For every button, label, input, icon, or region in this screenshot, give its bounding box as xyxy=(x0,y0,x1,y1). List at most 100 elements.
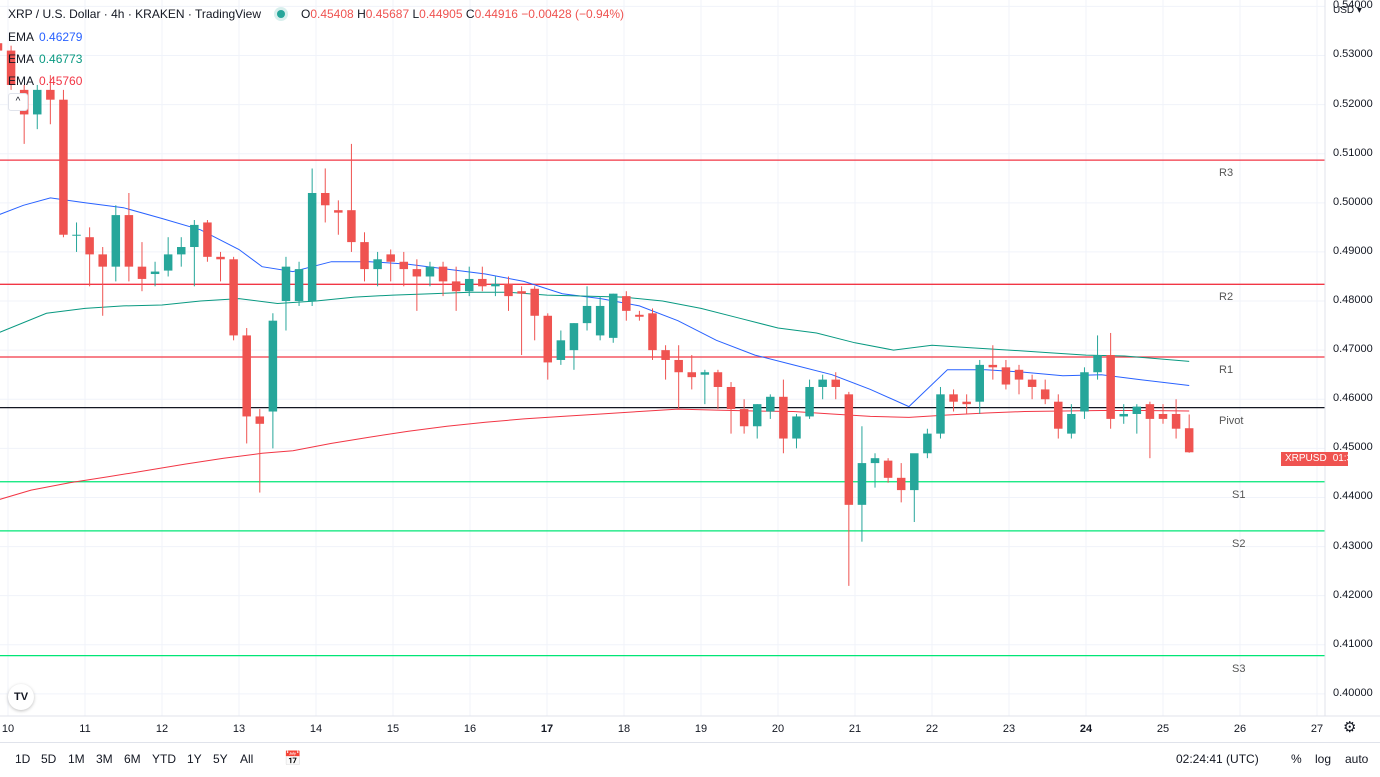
candle xyxy=(504,276,513,311)
date-tick-label: 16 xyxy=(463,723,477,735)
range-button-5y[interactable]: 5Y xyxy=(213,752,228,766)
tradingview-logo[interactable]: TV xyxy=(8,684,34,710)
candle xyxy=(478,266,487,292)
candle xyxy=(1040,379,1050,405)
ema-legend-2[interactable]: EMA 0.46773 xyxy=(8,52,83,66)
price-tick-label: 0.40000 xyxy=(1333,686,1373,699)
candle xyxy=(1080,367,1089,419)
range-button-1d[interactable]: 1D xyxy=(15,752,31,766)
utc-clock[interactable]: 02:24:41 (UTC) xyxy=(1176,752,1259,766)
date-tick-label: 21 xyxy=(848,723,862,735)
ema-legend-1[interactable]: EMA 0.46279 xyxy=(8,30,83,44)
candle xyxy=(818,374,827,400)
candle xyxy=(268,313,278,449)
candle xyxy=(163,237,173,277)
collapse-legend-button[interactable]: ^ xyxy=(8,93,28,111)
candle xyxy=(844,391,854,586)
candle xyxy=(949,389,958,412)
candle xyxy=(595,296,605,341)
price-tick-label: 0.50000 xyxy=(1333,195,1373,208)
candle xyxy=(203,220,212,262)
range-button-ytd[interactable]: YTD xyxy=(152,752,176,766)
candle xyxy=(792,413,801,449)
level-label-s3: S3 xyxy=(1232,662,1246,675)
candle xyxy=(857,426,867,542)
price-tick-label: 0.53000 xyxy=(1333,48,1373,61)
candle xyxy=(962,394,971,414)
candle xyxy=(6,45,16,90)
range-button-1m[interactable]: 1M xyxy=(68,752,85,766)
candle xyxy=(137,242,147,292)
candle xyxy=(72,222,81,252)
candle xyxy=(1184,414,1194,453)
range-button-all[interactable]: All xyxy=(240,752,254,766)
candle xyxy=(255,409,265,493)
gear-icon[interactable]: ⚙ xyxy=(1343,719,1357,736)
candle xyxy=(910,453,919,523)
candle xyxy=(831,372,840,400)
percent-toggle[interactable]: % xyxy=(1291,752,1302,766)
price-chart[interactable] xyxy=(0,0,1380,742)
date-tick-label: 24 xyxy=(1079,723,1093,735)
candle xyxy=(33,84,42,130)
candle xyxy=(1014,364,1024,395)
candle xyxy=(124,192,134,282)
ema-line-3 xyxy=(0,408,1190,500)
price-tick-label: 0.51000 xyxy=(1333,146,1373,159)
candle xyxy=(177,237,186,267)
log-toggle[interactable]: log xyxy=(1315,752,1332,766)
candle xyxy=(1106,332,1115,429)
candle xyxy=(988,345,998,380)
date-tick-label: 17 xyxy=(540,723,554,735)
price-tick-label: 0.54000 xyxy=(1333,0,1373,12)
ema-lines xyxy=(0,197,1190,500)
candle xyxy=(766,394,775,419)
price-tick-label: 0.43000 xyxy=(1333,539,1373,552)
date-tick-label: 14 xyxy=(309,723,323,735)
candle xyxy=(530,286,539,341)
date-tick-label: 22 xyxy=(925,723,939,735)
candle xyxy=(190,220,199,287)
level-label-r2: R2 xyxy=(1219,291,1234,304)
candle xyxy=(98,247,107,316)
candle xyxy=(543,313,553,380)
price-tick-label: 0.49000 xyxy=(1333,244,1373,257)
symbol-title: XRP / U.S. Dollar · 4h · KRAKEN · Tradin… xyxy=(8,7,261,21)
candle xyxy=(870,453,880,488)
date-tick-label: 13 xyxy=(232,723,246,735)
candle xyxy=(739,399,749,434)
candle xyxy=(1054,394,1063,439)
level-label-s2: S2 xyxy=(1232,537,1246,550)
candle xyxy=(1132,404,1142,434)
ema-legend-3[interactable]: EMA 0.45760 xyxy=(8,74,83,88)
candle xyxy=(923,428,932,459)
range-button-6m[interactable]: 6M xyxy=(124,752,141,766)
calendar-icon[interactable]: 📅 xyxy=(284,750,302,766)
price-tick-label: 0.52000 xyxy=(1333,97,1373,110)
candle xyxy=(1027,374,1037,400)
candle xyxy=(281,256,291,331)
date-tick-label: 10 xyxy=(1,723,15,735)
price-tick-label: 0.47000 xyxy=(1333,343,1373,356)
date-tick-label: 23 xyxy=(1002,723,1016,735)
candle xyxy=(779,379,788,454)
candle xyxy=(320,168,330,223)
range-button-1y[interactable]: 1Y xyxy=(187,752,202,766)
currency-selector[interactable]: USD ▾ xyxy=(1333,5,1362,16)
date-tick-label: 27 xyxy=(1310,723,1324,735)
range-button-5d[interactable]: 5D xyxy=(41,752,57,766)
candle xyxy=(1093,335,1102,380)
candle xyxy=(464,266,474,297)
date-tick-label: 20 xyxy=(771,723,785,735)
candle xyxy=(85,227,94,287)
auto-toggle[interactable]: auto xyxy=(1345,752,1369,766)
date-tick-label: 18 xyxy=(617,723,631,735)
date-tick-label: 25 xyxy=(1156,723,1170,735)
candle xyxy=(936,386,945,439)
candle xyxy=(229,256,238,341)
range-button-3m[interactable]: 3M xyxy=(96,752,113,766)
symbol-legend[interactable]: XRP / U.S. Dollar · 4h · KRAKEN · Tradin… xyxy=(8,7,624,21)
candle xyxy=(1171,399,1181,439)
candle xyxy=(46,75,55,125)
price-tick-label: 0.41000 xyxy=(1333,637,1373,650)
